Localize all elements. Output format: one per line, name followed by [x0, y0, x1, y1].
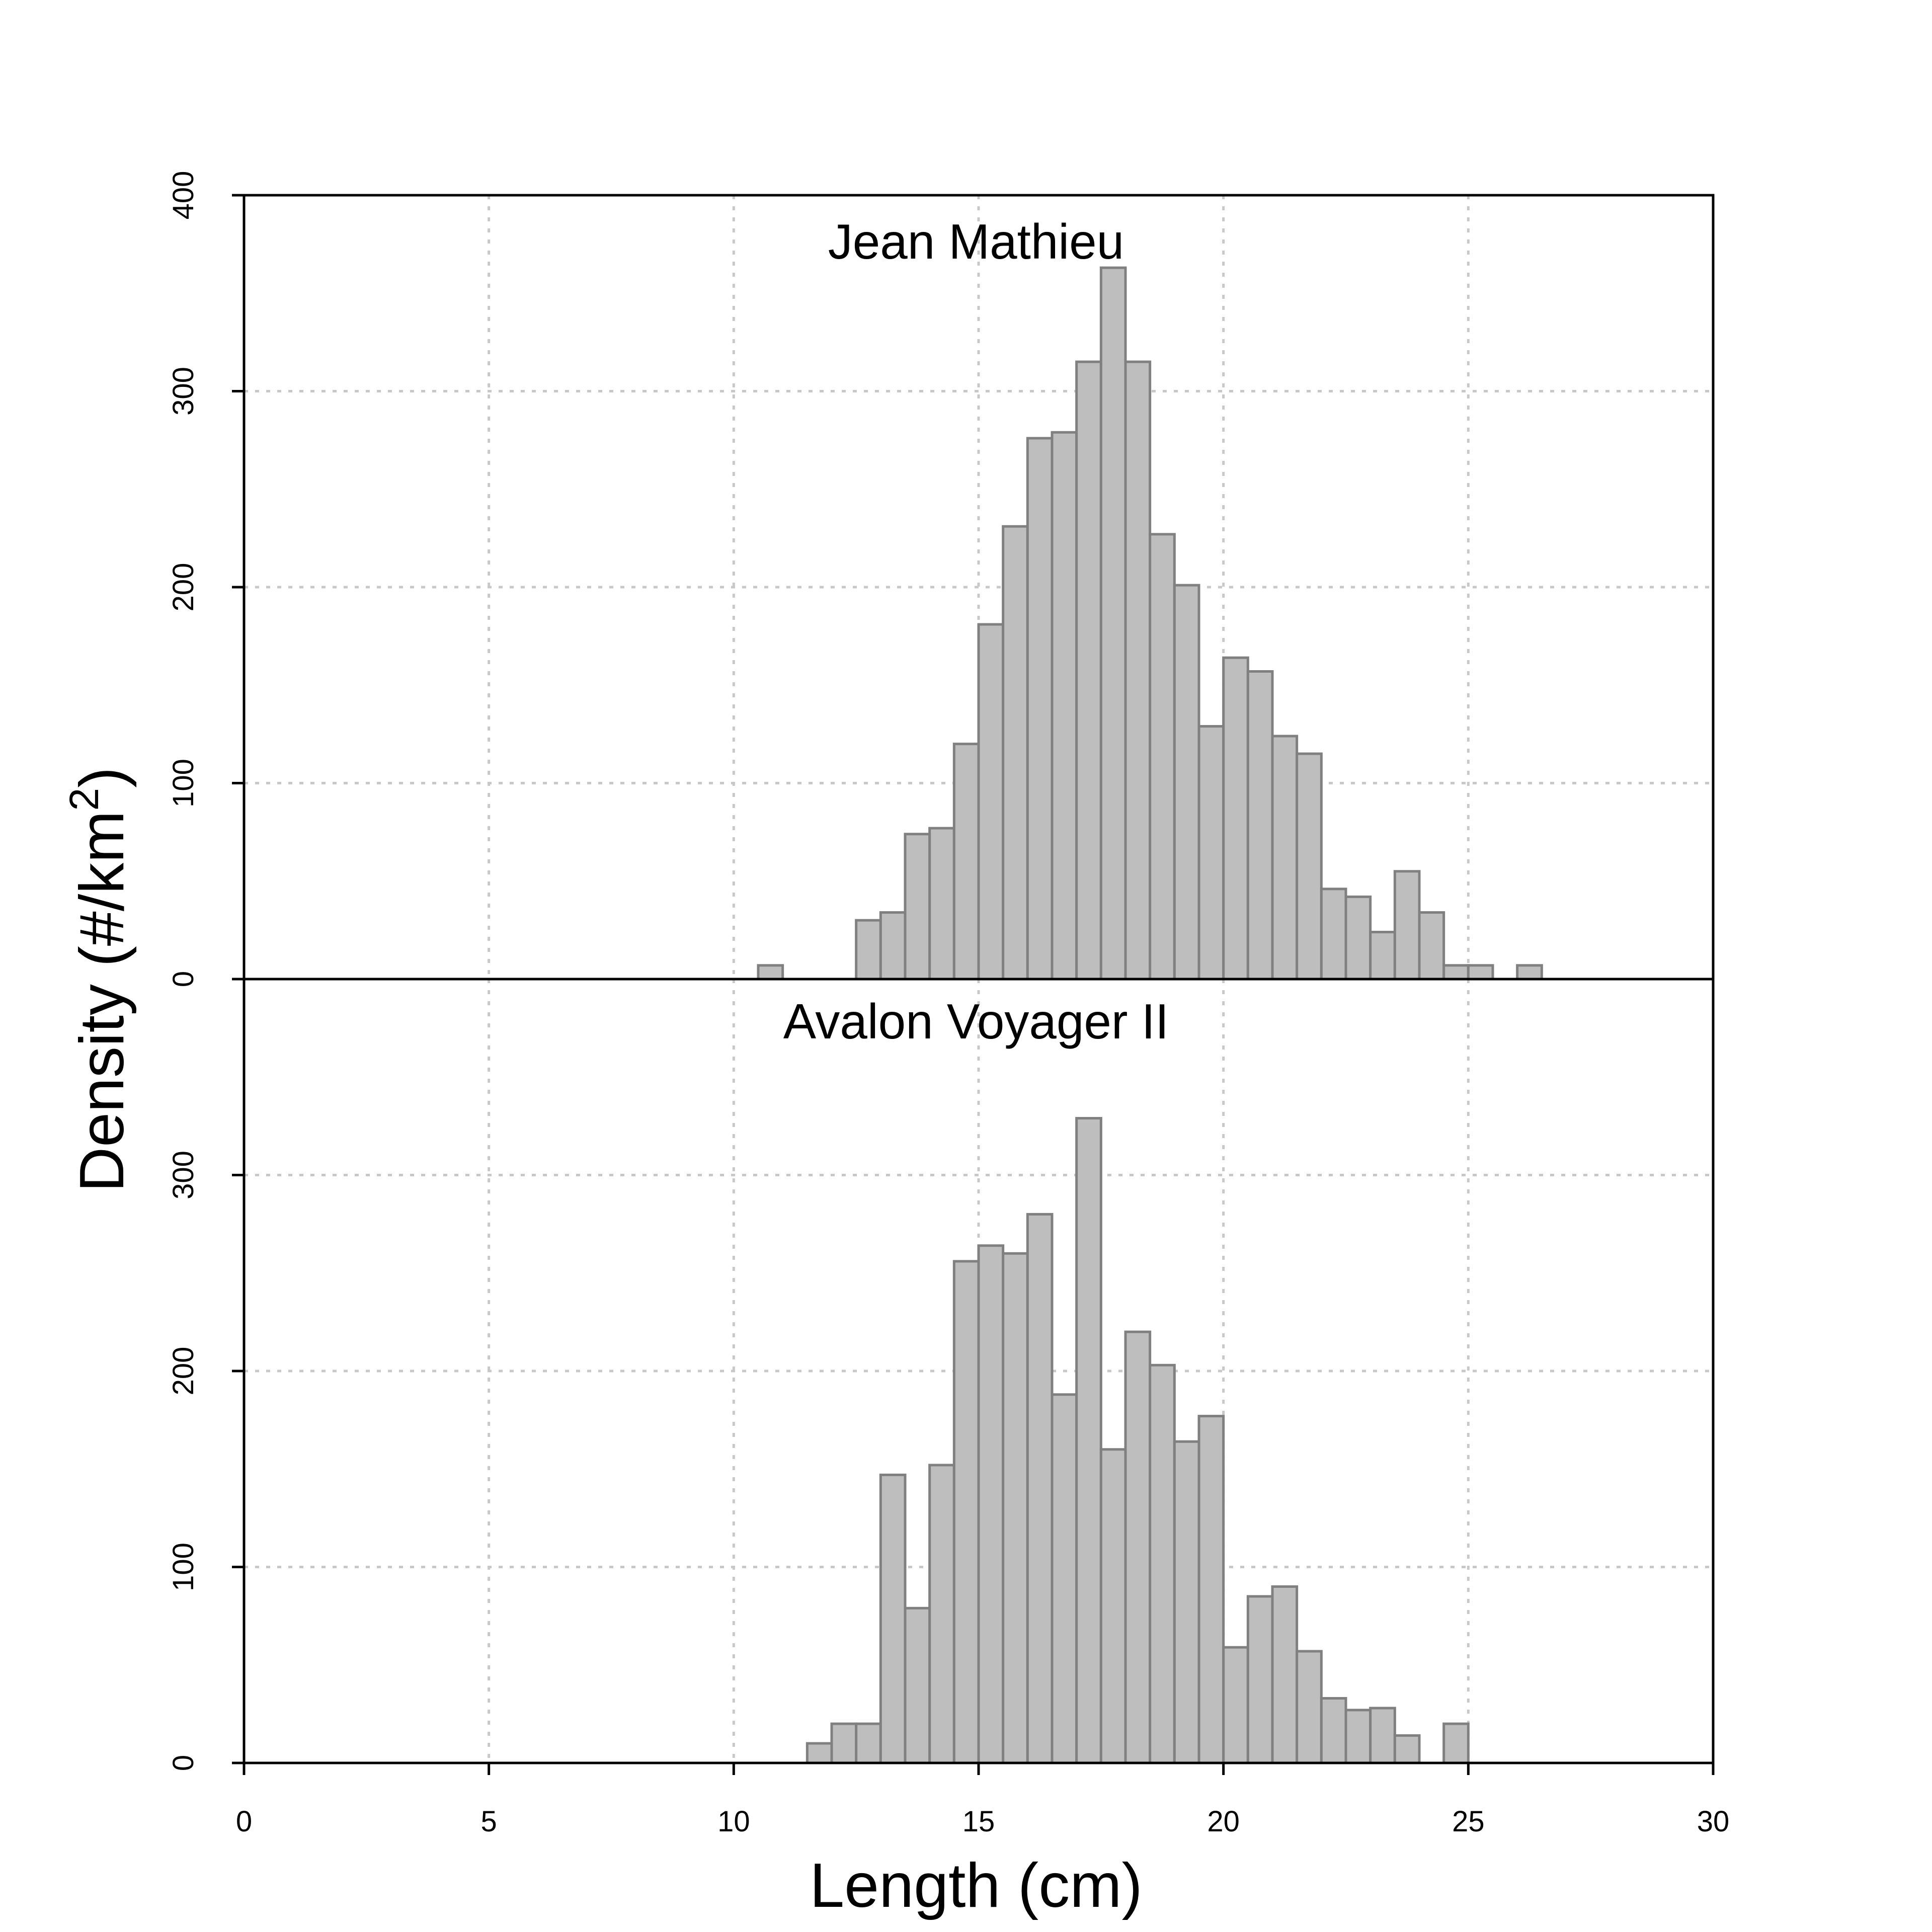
histogram-bar-0-21	[1344, 895, 1372, 981]
histogram-bar-1-16	[1197, 1415, 1225, 1764]
histogram-bar-1-15	[1173, 1440, 1200, 1764]
histogram-bar-0-0	[757, 964, 784, 981]
y-axis-label-suffix: )	[67, 767, 137, 788]
y-tick-label-0-4: 400	[167, 171, 200, 220]
histogram-bar-0-7	[1002, 525, 1029, 981]
histogram-bar-1-4	[904, 1606, 931, 1764]
histogram-bar-0-16	[1222, 656, 1249, 981]
x-tick-label-6: 30	[1697, 1805, 1730, 1838]
histogram-bar-0-9	[1051, 431, 1078, 981]
histogram-bar-1-21	[1320, 1697, 1347, 1764]
histogram-bar-1-8	[1002, 1252, 1029, 1764]
histogram-bar-0-14	[1173, 584, 1200, 981]
histogram-bar-1-12	[1099, 1448, 1127, 1764]
x-tick-label-3: 15	[962, 1805, 995, 1838]
histogram-bar-0-12	[1124, 360, 1152, 981]
x-tick-label-5: 25	[1452, 1805, 1485, 1838]
histogram-bar-1-18	[1246, 1595, 1274, 1764]
y-tick-label-1-2: 200	[167, 1347, 200, 1396]
panel-title-bottom: Avalon Voyager II	[783, 994, 1169, 1049]
histogram-bar-0-15	[1197, 725, 1225, 981]
y-tick-label-1-3: 300	[167, 1151, 200, 1199]
histogram-bar-1-10	[1051, 1393, 1078, 1764]
histogram-bar-1-0	[806, 1742, 833, 1764]
histogram-bar-0-10	[1075, 360, 1102, 981]
histogram-bar-1-7	[977, 1244, 1005, 1764]
histogram-bar-0-3	[904, 833, 931, 981]
histogram-bar-0-8	[1026, 437, 1054, 981]
histogram-bar-1-13	[1124, 1330, 1152, 1764]
histogram-bar-0-22	[1369, 931, 1396, 981]
panel-title-top: Jean Mathieu	[828, 214, 1124, 269]
histogram-bar-0-24	[1418, 911, 1445, 981]
histogram-bar-1-20	[1296, 1650, 1323, 1764]
histogram-bar-1-17	[1222, 1646, 1249, 1764]
x-axis-label: Length (cm)	[810, 1851, 1143, 1920]
y-tick-label-0-2: 200	[167, 563, 200, 612]
x-tick-label-4: 20	[1207, 1805, 1240, 1838]
histogram-bar-1-3	[879, 1473, 907, 1764]
histogram-bar-1-11	[1075, 1117, 1102, 1764]
histogram-bars	[757, 266, 1543, 1764]
histogram-bar-0-13	[1149, 533, 1176, 981]
histogram-bar-1-24	[1393, 1734, 1421, 1764]
x-tick-label-1: 5	[481, 1805, 497, 1838]
histogram-bar-0-19	[1296, 752, 1323, 981]
histogram-bar-0-4	[928, 827, 955, 981]
histogram-bar-0-2	[879, 911, 907, 981]
histogram-bar-1-25	[1442, 1722, 1470, 1764]
histogram-bar-1-14	[1149, 1363, 1176, 1764]
histogram-bar-0-1	[855, 919, 882, 981]
x-tick-label-2: 10	[717, 1805, 750, 1838]
histogram-bar-1-19	[1271, 1585, 1299, 1764]
y-axis-label-prefix: Density (#/km	[67, 811, 137, 1192]
y-tick-label-0-3: 300	[167, 367, 200, 416]
histogram-bar-1-2	[855, 1722, 882, 1764]
histogram-bar-0-18	[1271, 735, 1299, 981]
histogram-bar-0-27	[1516, 964, 1543, 981]
histogram-bar-0-20	[1320, 888, 1347, 981]
y-tick-label-1-0: 0	[167, 1755, 200, 1771]
histogram-bar-0-17	[1246, 670, 1274, 981]
histogram-bar-1-6	[952, 1260, 980, 1764]
histogram-bar-1-22	[1344, 1709, 1372, 1764]
histogram-bar-1-9	[1026, 1213, 1054, 1764]
y-axis-label-superscript: 2	[61, 788, 107, 811]
histogram-bar-0-11	[1099, 266, 1127, 981]
histogram-bar-0-25	[1442, 964, 1470, 981]
histogram-bar-0-5	[952, 743, 980, 981]
histogram-bar-0-26	[1467, 964, 1494, 981]
histogram-bar-1-23	[1369, 1707, 1396, 1764]
y-tick-label-0-1: 100	[167, 759, 200, 808]
x-tick-label-0: 0	[236, 1805, 252, 1838]
axis-ticks: 0 100 200 300 400 0 100 200 300 0 5 10 15 20 25 30	[167, 171, 1729, 1838]
y-axis-label: Density (#/km2)	[61, 767, 137, 1192]
histogram-bar-0-6	[977, 623, 1005, 981]
y-tick-label-1-1: 100	[167, 1543, 200, 1591]
histogram-bar-1-5	[928, 1464, 955, 1764]
histogram-bar-1-1	[830, 1722, 858, 1764]
histogram-bar-0-23	[1393, 870, 1421, 981]
y-tick-label-0-0: 0	[167, 971, 200, 987]
